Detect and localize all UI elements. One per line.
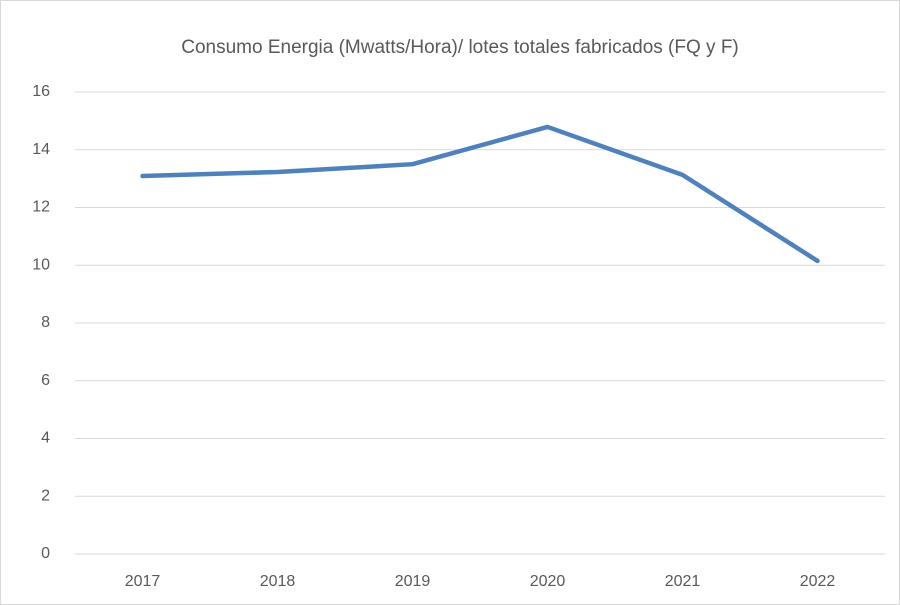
y-tick-label: 12: [32, 199, 50, 216]
y-tick-label: 2: [41, 487, 50, 504]
chart-title: Consumo Energia (Mwatts/Hora)/ lotes tot…: [181, 37, 739, 58]
x-tick-label: 2017: [125, 573, 161, 590]
y-tick-label: 10: [32, 256, 50, 273]
x-tick-label: 2019: [395, 573, 431, 590]
y-tick-label: 16: [32, 83, 50, 100]
y-tick-label: 0: [41, 545, 50, 562]
y-tick-label: 4: [41, 430, 50, 447]
data-line: [140, 124, 820, 264]
y-tick-label: 14: [32, 141, 50, 158]
x-tick-label: 2022: [800, 573, 836, 590]
y-tick-label: 8: [41, 314, 50, 331]
x-tick-label: 2021: [665, 573, 701, 590]
y-tick-label: 6: [41, 372, 50, 389]
x-tick-label: 2018: [260, 573, 296, 590]
x-tick-label: 2020: [530, 573, 566, 590]
